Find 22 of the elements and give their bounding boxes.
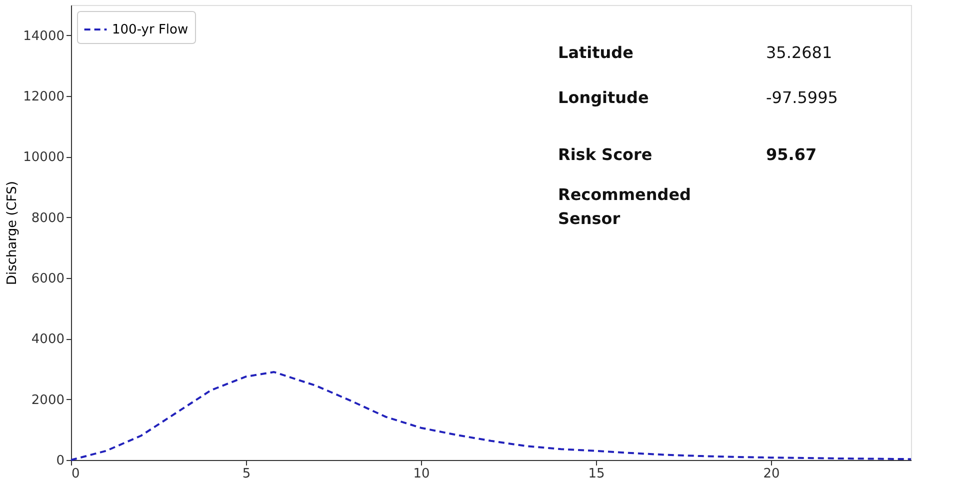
y-tick-label: 4000 bbox=[31, 332, 64, 348]
y-tick-label: 14000 bbox=[23, 28, 64, 44]
x-tick-label: 10 bbox=[413, 466, 430, 482]
y-tick-label: 10000 bbox=[23, 150, 64, 166]
annotation: -97.5995 bbox=[766, 88, 838, 107]
x-tick-label: 20 bbox=[763, 466, 780, 482]
y-tick-label: 12000 bbox=[23, 90, 64, 104]
y-tick-label: 0 bbox=[56, 454, 64, 468]
y-tick-label: 6000 bbox=[31, 272, 64, 286]
annotation: 95.67 bbox=[766, 145, 817, 164]
legend-label: 100-yr Flow bbox=[112, 22, 188, 38]
y-tick-label: 2000 bbox=[31, 392, 64, 408]
y-axis-title: Discharge (CFS) bbox=[5, 181, 20, 285]
x-tick-label: 0 bbox=[72, 466, 80, 482]
annotation: 35.2681 bbox=[766, 43, 832, 62]
annotation: Recommended Sensor bbox=[558, 185, 691, 228]
annotation: Longitude bbox=[558, 88, 650, 107]
x-tick-label: 15 bbox=[588, 466, 605, 482]
x-tick-label: 5 bbox=[242, 466, 251, 482]
annotation: Risk Score bbox=[558, 145, 652, 164]
annotation: Latitude bbox=[558, 43, 634, 62]
y-tick-label: 8000 bbox=[31, 210, 64, 226]
